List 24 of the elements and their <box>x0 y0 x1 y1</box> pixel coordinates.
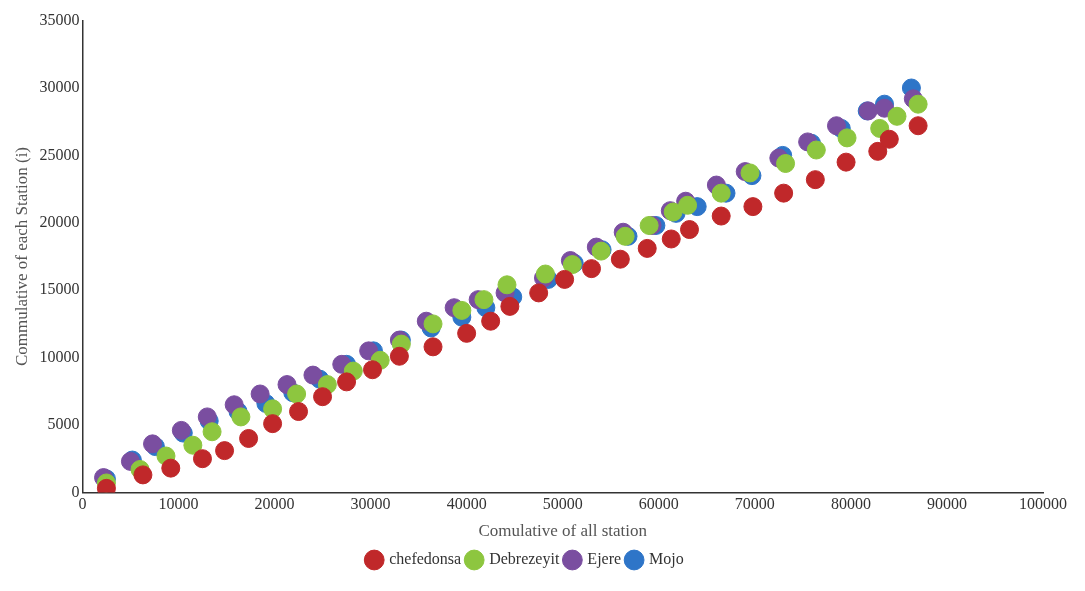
y-tick-label: 5000 <box>47 415 80 433</box>
x-axis-title: Comulative of all station <box>478 521 648 541</box>
x-tick-label: 100000 <box>1019 495 1067 513</box>
y-tick-label: 35000 <box>39 10 80 28</box>
y-tick-label: 15000 <box>39 280 80 298</box>
y-tick-label: 25000 <box>39 145 80 163</box>
y-axis-title: Commulative of each Station (i) <box>11 146 31 367</box>
y-tick-label: 30000 <box>39 78 80 96</box>
x-tick-label: 20000 <box>254 495 295 513</box>
x-tick-label: 60000 <box>638 495 679 513</box>
x-tick-label: 70000 <box>734 495 775 513</box>
legend-label: Debrezeyit <box>489 550 560 569</box>
x-tick-label: 40000 <box>446 495 487 513</box>
legend-label: Mojo <box>649 550 684 569</box>
x-tick-label: 80000 <box>830 495 871 513</box>
y-tick-label: 0 <box>71 482 80 500</box>
x-tick-label: 50000 <box>542 495 583 513</box>
x-tick-label: 10000 <box>158 495 199 513</box>
y-tick-label: 20000 <box>39 213 80 230</box>
x-tick-label: 90000 <box>926 495 967 513</box>
y-tick-label: 10000 <box>39 347 80 365</box>
legend-label: chefedonsa <box>389 550 462 568</box>
legend-label: Ejere <box>587 550 622 569</box>
x-tick-label: 30000 <box>350 495 391 513</box>
